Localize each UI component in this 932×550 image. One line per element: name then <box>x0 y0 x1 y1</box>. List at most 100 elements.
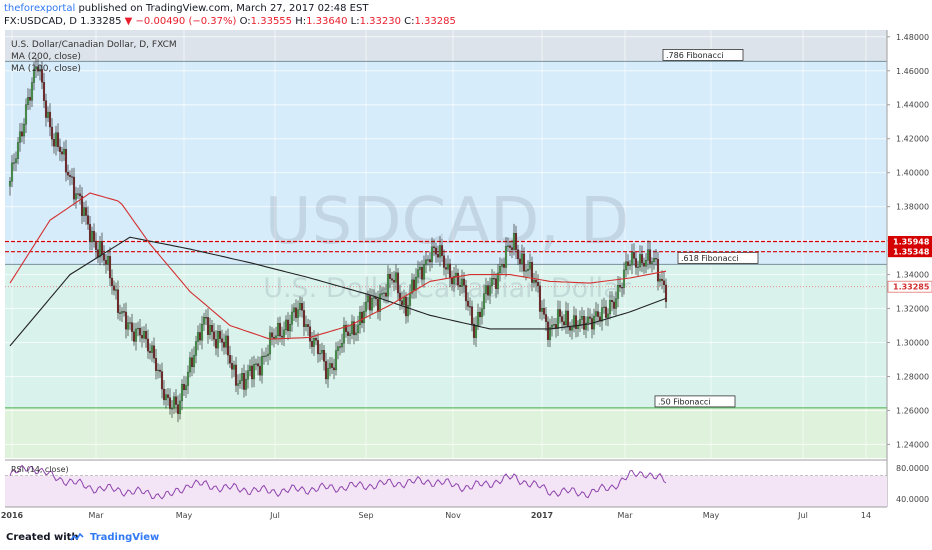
candle-body <box>452 276 456 285</box>
candle-body <box>534 279 538 283</box>
candle-body <box>570 327 574 331</box>
candle-body <box>358 311 362 326</box>
candle-body <box>626 261 630 266</box>
candle-body <box>342 324 346 344</box>
candle-body <box>338 346 342 348</box>
candle-body <box>402 296 406 305</box>
candle-body <box>188 357 192 373</box>
candle-body <box>512 233 516 250</box>
price-label-0: 1.35948 <box>888 235 932 247</box>
candle-body <box>348 333 352 336</box>
candle-body <box>550 324 554 328</box>
candle-body <box>136 327 140 330</box>
candle-body <box>544 314 548 322</box>
candle-body <box>644 260 648 267</box>
down-arrow-icon: ▼ <box>124 16 133 27</box>
ma200-line <box>9 236 667 347</box>
candle-body <box>522 253 526 272</box>
candle-body <box>150 345 154 353</box>
last-price: 1.33285 <box>80 16 122 27</box>
candle-body <box>78 193 82 197</box>
candle-body <box>246 370 250 380</box>
candle-body <box>222 342 226 348</box>
change-value: −0.00490 (−0.37%) <box>135 16 237 27</box>
candle-body <box>330 363 334 368</box>
candle-body <box>434 247 438 255</box>
time-tick-label: 2017 <box>531 511 553 520</box>
symbol-label: FX:USDCAD, D <box>4 16 77 27</box>
price-tick-label: 1.26000 <box>896 406 929 415</box>
candle-body <box>82 207 86 216</box>
footer: Created with TradingView <box>0 525 932 550</box>
candle-body <box>398 292 402 301</box>
candle-body <box>504 246 508 268</box>
rsi-legend: RSI (14, close) <box>11 465 69 474</box>
candle-body <box>642 262 646 267</box>
candle-body <box>492 278 496 280</box>
candle-body <box>96 249 100 258</box>
candle-body <box>288 324 292 332</box>
candle-body <box>654 258 658 260</box>
candle-body <box>112 285 116 291</box>
candle-body <box>546 321 550 340</box>
candle-body <box>200 323 204 341</box>
candle-body <box>152 345 156 359</box>
candle-body <box>70 176 74 178</box>
candle-body <box>276 323 280 337</box>
candle-body <box>20 131 24 137</box>
tradingview-brand[interactable]: TradingView <box>90 532 160 543</box>
fib-zone-3 <box>5 407 887 458</box>
candle-body <box>530 262 534 283</box>
time-tick-label: 14 <box>861 511 871 520</box>
candle-body <box>190 357 194 368</box>
candle-body <box>88 224 92 243</box>
candle-body <box>422 264 426 280</box>
candle-body <box>430 246 434 263</box>
candle-body <box>528 262 532 270</box>
candle-body <box>68 175 72 177</box>
candle-body <box>174 396 178 405</box>
author-link[interactable]: theforexportal <box>4 3 76 14</box>
candle-body <box>56 132 60 148</box>
candle-body <box>344 324 348 332</box>
open-value: 1.33555 <box>250 16 293 27</box>
candle-body <box>266 353 270 356</box>
price-label-text: 1.33285 <box>893 283 930 292</box>
candle-body <box>424 259 428 265</box>
candle-body <box>540 308 544 312</box>
legend-item-2: MA (100, close) <box>11 64 81 74</box>
candle-body <box>496 272 500 289</box>
candle-body <box>240 373 244 381</box>
price-label-2: 1.33285 <box>887 280 932 293</box>
candle-body <box>630 252 634 266</box>
candle-body <box>120 311 124 314</box>
candle-body <box>262 355 266 358</box>
candle-body <box>658 278 662 282</box>
candle-body <box>134 328 138 342</box>
price-tick-label: 1.48000 <box>896 33 929 42</box>
candle-body <box>86 215 90 225</box>
candle-body <box>22 124 26 137</box>
candle-body <box>280 335 284 338</box>
candle-body <box>236 383 240 386</box>
time-tick-label: 2016 <box>1 511 24 520</box>
candle-body <box>140 334 144 339</box>
price-tick-label: 1.34000 <box>896 271 929 280</box>
candle-body <box>618 285 622 288</box>
candle-body <box>610 299 614 303</box>
candle-body <box>556 309 560 329</box>
candle-body <box>62 148 66 155</box>
candle-body <box>292 307 296 313</box>
price-tick-label: 1.38000 <box>896 203 929 212</box>
candle-body <box>392 280 396 283</box>
candle-body <box>446 263 450 270</box>
candle-body <box>324 361 328 380</box>
candle-body <box>154 358 158 371</box>
candle-body <box>72 176 76 200</box>
candle-body <box>14 158 18 163</box>
candle-body <box>518 258 522 264</box>
high-value: 1.33640 <box>306 16 348 27</box>
candle-body <box>106 256 110 265</box>
watermark-symbol: USDCAD, D <box>265 185 629 259</box>
